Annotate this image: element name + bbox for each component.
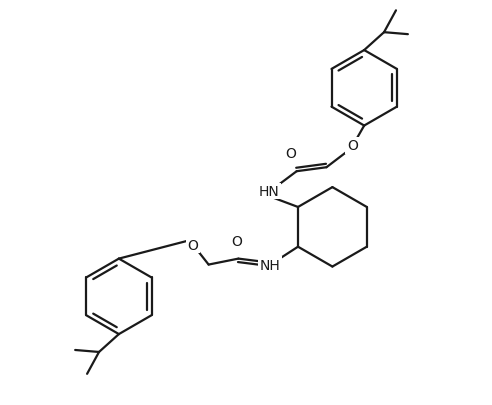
Text: HN: HN — [258, 185, 279, 198]
Text: O: O — [187, 238, 198, 252]
Text: O: O — [347, 139, 358, 153]
Text: NH: NH — [260, 258, 280, 272]
Text: O: O — [285, 147, 296, 161]
Text: O: O — [231, 234, 242, 248]
